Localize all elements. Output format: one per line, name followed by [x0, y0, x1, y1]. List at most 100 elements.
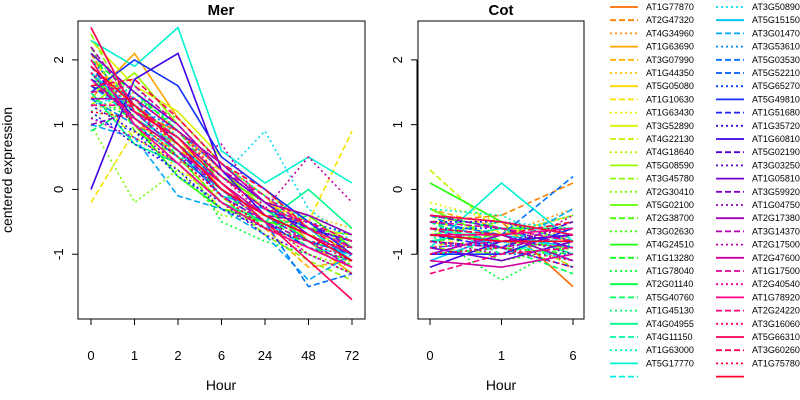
- mer-y-tick-label: 1: [51, 121, 66, 128]
- legend-label: AT4G18640: [646, 147, 694, 157]
- legend-label: AT3G14370: [752, 226, 800, 236]
- mer-title: Mer: [208, 2, 235, 19]
- cot-y-tick-label: 0: [390, 186, 405, 193]
- cot-series-lines: [429, 169, 574, 288]
- legend-label: AT5G65270: [752, 81, 800, 91]
- cot-series-line: [429, 221, 574, 236]
- mer-x-axis: 0 1 2 6 24 48 72: [87, 318, 359, 363]
- cot-y-tick-label: 2: [390, 56, 405, 63]
- legend-label: AT1G45130: [646, 306, 694, 316]
- cot-x-tick-label: 6: [569, 348, 576, 363]
- legend-label: AT2G47600: [752, 253, 800, 263]
- cot-series-line: [429, 214, 574, 236]
- mer-y-tick-label: 2: [51, 56, 66, 63]
- cot-y-tick-label: 1: [390, 121, 405, 128]
- legend: AT1G77870 AT2G47320 AT4G34960 AT1G63690 AT3G…: [610, 2, 800, 378]
- legend-label: AT1G77870: [646, 2, 694, 12]
- cot-series-line: [429, 181, 574, 249]
- legend-label: AT1G51680: [752, 108, 800, 118]
- cot-title: Cot: [489, 2, 514, 19]
- cot-series-line: [429, 234, 573, 243]
- legend-label: AT2G01140: [646, 279, 693, 289]
- mer-y-tick-label: -1: [51, 248, 66, 260]
- mer-series-line: [90, 65, 353, 262]
- cot-series-line: [429, 214, 574, 256]
- mer-series-line: [90, 97, 353, 275]
- mer-series-lines: [90, 26, 353, 301]
- mer-y-tick-label: 0: [51, 186, 66, 193]
- mer-series-line: [90, 110, 353, 249]
- mer-series-line: [90, 78, 353, 255]
- cot-series-line: [429, 208, 574, 249]
- mer-x-axis-label: Hour: [206, 377, 237, 393]
- legend-label: AT1G75780: [752, 358, 800, 368]
- mer-x-tick-label: 72: [345, 348, 359, 363]
- legend-label: AT1G13280: [646, 253, 694, 263]
- legend-label: AT1G60810: [752, 134, 800, 144]
- legend-label: AT3G03250: [752, 160, 800, 170]
- legend-label: AT3G02630: [646, 226, 694, 236]
- cot-series-line: [429, 246, 574, 268]
- legend-label: AT4G24510: [646, 240, 694, 250]
- legend-label: AT1G05810: [752, 174, 800, 184]
- legend-label: AT1G10630: [646, 94, 694, 104]
- legend-label: AT5G03530: [752, 55, 800, 65]
- legend-label: AT2G47320: [646, 15, 694, 25]
- legend-label: AT1G78040: [646, 266, 694, 276]
- legend-label: AT3G53610: [752, 42, 800, 52]
- legend-label: AT1G35720: [752, 121, 800, 131]
- cot-panel: Cot 0 1 6 -1 0 1 2 Hour: [390, 2, 585, 393]
- cot-y-tick-label: -1: [390, 248, 405, 260]
- legend-label: AT4G34960: [646, 28, 694, 38]
- mer-y-axis: -1 0 1 2: [51, 56, 79, 260]
- legend-label: AT5G02100: [646, 200, 694, 210]
- legend-label: AT5G66310: [752, 332, 800, 342]
- mer-series-line: [90, 27, 353, 301]
- legend-label: AT3G59920: [752, 187, 800, 197]
- legend-label: AT3G16060: [752, 319, 800, 329]
- y-axis-label: centered expression: [0, 107, 15, 233]
- cot-x-axis-label: Hour: [486, 377, 517, 393]
- legend-label: AT4G11150: [646, 332, 693, 342]
- legend-label: AT1G04750: [752, 200, 800, 210]
- legend-label: AT5G49810: [752, 94, 800, 104]
- legend-label: AT2G24220: [752, 306, 800, 316]
- legend-label: AT5G52210: [752, 68, 800, 78]
- legend-label: AT5G17770: [646, 358, 694, 368]
- legend-label: AT2G17500: [752, 240, 800, 250]
- mer-series-line: [90, 123, 353, 282]
- mer-x-tick-label: 0: [87, 348, 94, 363]
- cot-series-line: [429, 221, 574, 243]
- cot-y-axis: -1 0 1 2: [390, 56, 418, 260]
- legend-label: AT4G22130: [646, 134, 694, 144]
- legend-label: AT1G63690: [646, 42, 694, 52]
- mer-series-line: [90, 104, 353, 275]
- mer-series-line: [90, 117, 353, 211]
- legend-label: AT3G45780: [646, 174, 694, 184]
- legend-label: AT5G02190: [752, 147, 800, 157]
- mer-series-line: [90, 59, 353, 268]
- mer-x-tick-label: 24: [258, 348, 272, 363]
- mer-x-tick-label: 6: [218, 348, 225, 363]
- legend-label: AT2G17380: [752, 213, 800, 223]
- legend-label: AT3G07990: [646, 55, 694, 65]
- mer-panel: Mer 0 1 2 6 24 48 72 -1 0 1 2 Hour centered expre…: [0, 2, 366, 393]
- mer-x-tick-label: 2: [174, 348, 181, 363]
- cot-series-line: [429, 246, 574, 275]
- legend-label: AT5G05080: [646, 81, 694, 91]
- legend-label: AT3G52890: [646, 121, 694, 131]
- mer-series-line: [90, 84, 353, 249]
- legend-label: AT2G38700: [646, 213, 694, 223]
- legend-label: AT3G01470: [752, 28, 800, 38]
- legend-label: AT4G04955: [646, 319, 694, 329]
- legend-label: AT2G30410: [646, 187, 694, 197]
- legend-label: AT1G63000: [646, 345, 694, 355]
- legend-label: AT5G15150: [752, 15, 800, 25]
- legend-label: AT1G63430: [646, 108, 694, 118]
- cot-series-line: [429, 240, 573, 255]
- mer-x-tick-label: 1: [131, 348, 138, 363]
- mer-x-tick-label: 48: [301, 348, 315, 363]
- mer-series-line: [91, 104, 353, 243]
- cot-series-line: [429, 253, 574, 269]
